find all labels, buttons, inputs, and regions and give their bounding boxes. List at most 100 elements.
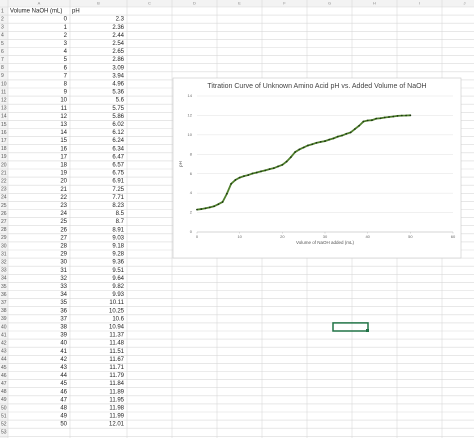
data-point (383, 116, 386, 119)
data-point (405, 114, 407, 117)
row-number: 44 (1, 357, 7, 363)
cell-ph: 6.02 (112, 122, 124, 128)
row-header-bar (0, 0, 8, 438)
cell-ph: 2.54 (112, 41, 124, 47)
row-number: 30 (1, 243, 7, 249)
column-letter: I (419, 1, 420, 6)
x-tick-label: 10 (237, 234, 242, 239)
data-point (251, 172, 254, 175)
cell-ph: 8.23 (112, 203, 124, 209)
cell-ph: 11.95 (109, 397, 124, 403)
row-number: 13 (1, 106, 7, 112)
data-point (307, 144, 309, 147)
y-tick-label: 12 (188, 112, 193, 117)
cell-ph: 11.48 (109, 341, 124, 347)
cell-ph: 6.47 (112, 154, 124, 160)
data-point (260, 170, 262, 173)
cell-volume: 37 (60, 316, 67, 322)
data-point (213, 205, 215, 208)
data-point (375, 117, 378, 120)
cell-volume: 23 (60, 203, 67, 209)
row-number: 19 (1, 154, 7, 160)
row-number: 3 (1, 25, 4, 31)
column-letter: B (97, 1, 100, 6)
cell-ph: 8.5 (116, 211, 125, 217)
cell-volume: 16 (60, 146, 67, 152)
x-tick-label: 60 (451, 234, 456, 239)
row-number: 51 (1, 413, 7, 419)
row-number: 9 (1, 73, 4, 79)
cell-volume: 0 (64, 17, 68, 23)
cell-ph: 12.01 (109, 422, 125, 428)
cell-ph: 2.65 (112, 49, 124, 55)
cell-ph: 10.25 (109, 308, 125, 314)
column-letter: J (464, 1, 466, 6)
column-letter: H (373, 1, 376, 6)
cell-volume: 4 (64, 49, 68, 55)
data-point (353, 128, 356, 130)
cell-ph: 9.28 (112, 252, 124, 258)
cell-ph: 6.12 (112, 130, 124, 136)
data-point (289, 156, 292, 159)
cell-volume: 12 (60, 114, 67, 120)
data-point (281, 163, 284, 166)
cell-ph: 9.64 (112, 276, 124, 282)
cell-ph: 9.36 (112, 260, 124, 266)
data-point (366, 119, 369, 122)
cell-volume: 2 (64, 33, 68, 39)
data-point (285, 160, 288, 163)
y-tick-label: 14 (188, 93, 193, 98)
cell-ph: 11.89 (109, 389, 124, 395)
cell-volume: 45 (60, 381, 67, 387)
cell-volume: 28 (60, 244, 67, 250)
row-number: 32 (1, 259, 7, 265)
data-point (243, 175, 245, 178)
column-letter: E (238, 1, 241, 6)
x-axis-label: Volume of NaOH added (mL) (296, 240, 355, 245)
x-tick-label: 30 (323, 234, 328, 239)
row-number: 48 (1, 389, 7, 395)
column-letter: C (148, 1, 151, 6)
cell-ph: 3.09 (112, 65, 124, 71)
row-number: 7 (1, 57, 4, 63)
column-letter: D (193, 1, 196, 6)
cell-ph: 10.11 (109, 300, 124, 306)
cell-volume: 34 (60, 292, 67, 298)
row-number: 47 (1, 381, 7, 387)
cell-ph: 5.86 (112, 114, 124, 120)
data-point (371, 119, 373, 122)
row-number: 4 (1, 33, 4, 39)
data-point (272, 167, 275, 170)
cell-volume: 39 (60, 333, 67, 339)
row-number: 12 (1, 97, 7, 103)
row-number: 50 (1, 405, 7, 411)
data-point (362, 120, 365, 123)
row-number: 11 (1, 89, 6, 95)
y-tick-label: 6 (190, 171, 193, 176)
cell-volume: 33 (60, 284, 67, 290)
cell-volume: 29 (60, 252, 67, 258)
cell-ph: 9.03 (112, 235, 124, 241)
cell-ph: 11.67 (109, 357, 124, 363)
row-number: 14 (1, 114, 7, 120)
data-point (396, 115, 399, 117)
cell-volume: 46 (60, 389, 67, 395)
data-point (324, 140, 326, 142)
cell-ph: 6.91 (112, 179, 124, 185)
row-number: 21 (1, 170, 7, 176)
data-point (200, 208, 203, 210)
cell-volume: 41 (60, 349, 67, 355)
cell-volume: 40 (60, 341, 67, 347)
cell-ph: 3.94 (112, 73, 124, 79)
cell-volume: 18 (60, 163, 67, 169)
fill-handle (366, 329, 369, 332)
cell-volume: 49 (60, 414, 67, 420)
data-point (298, 148, 301, 151)
cell-ph: 5.6 (116, 98, 125, 104)
data-point (379, 117, 382, 120)
row-number: 53 (1, 430, 7, 436)
row-number: 52 (1, 421, 7, 427)
data-point (345, 132, 348, 135)
cell-volume: 27 (60, 235, 67, 241)
